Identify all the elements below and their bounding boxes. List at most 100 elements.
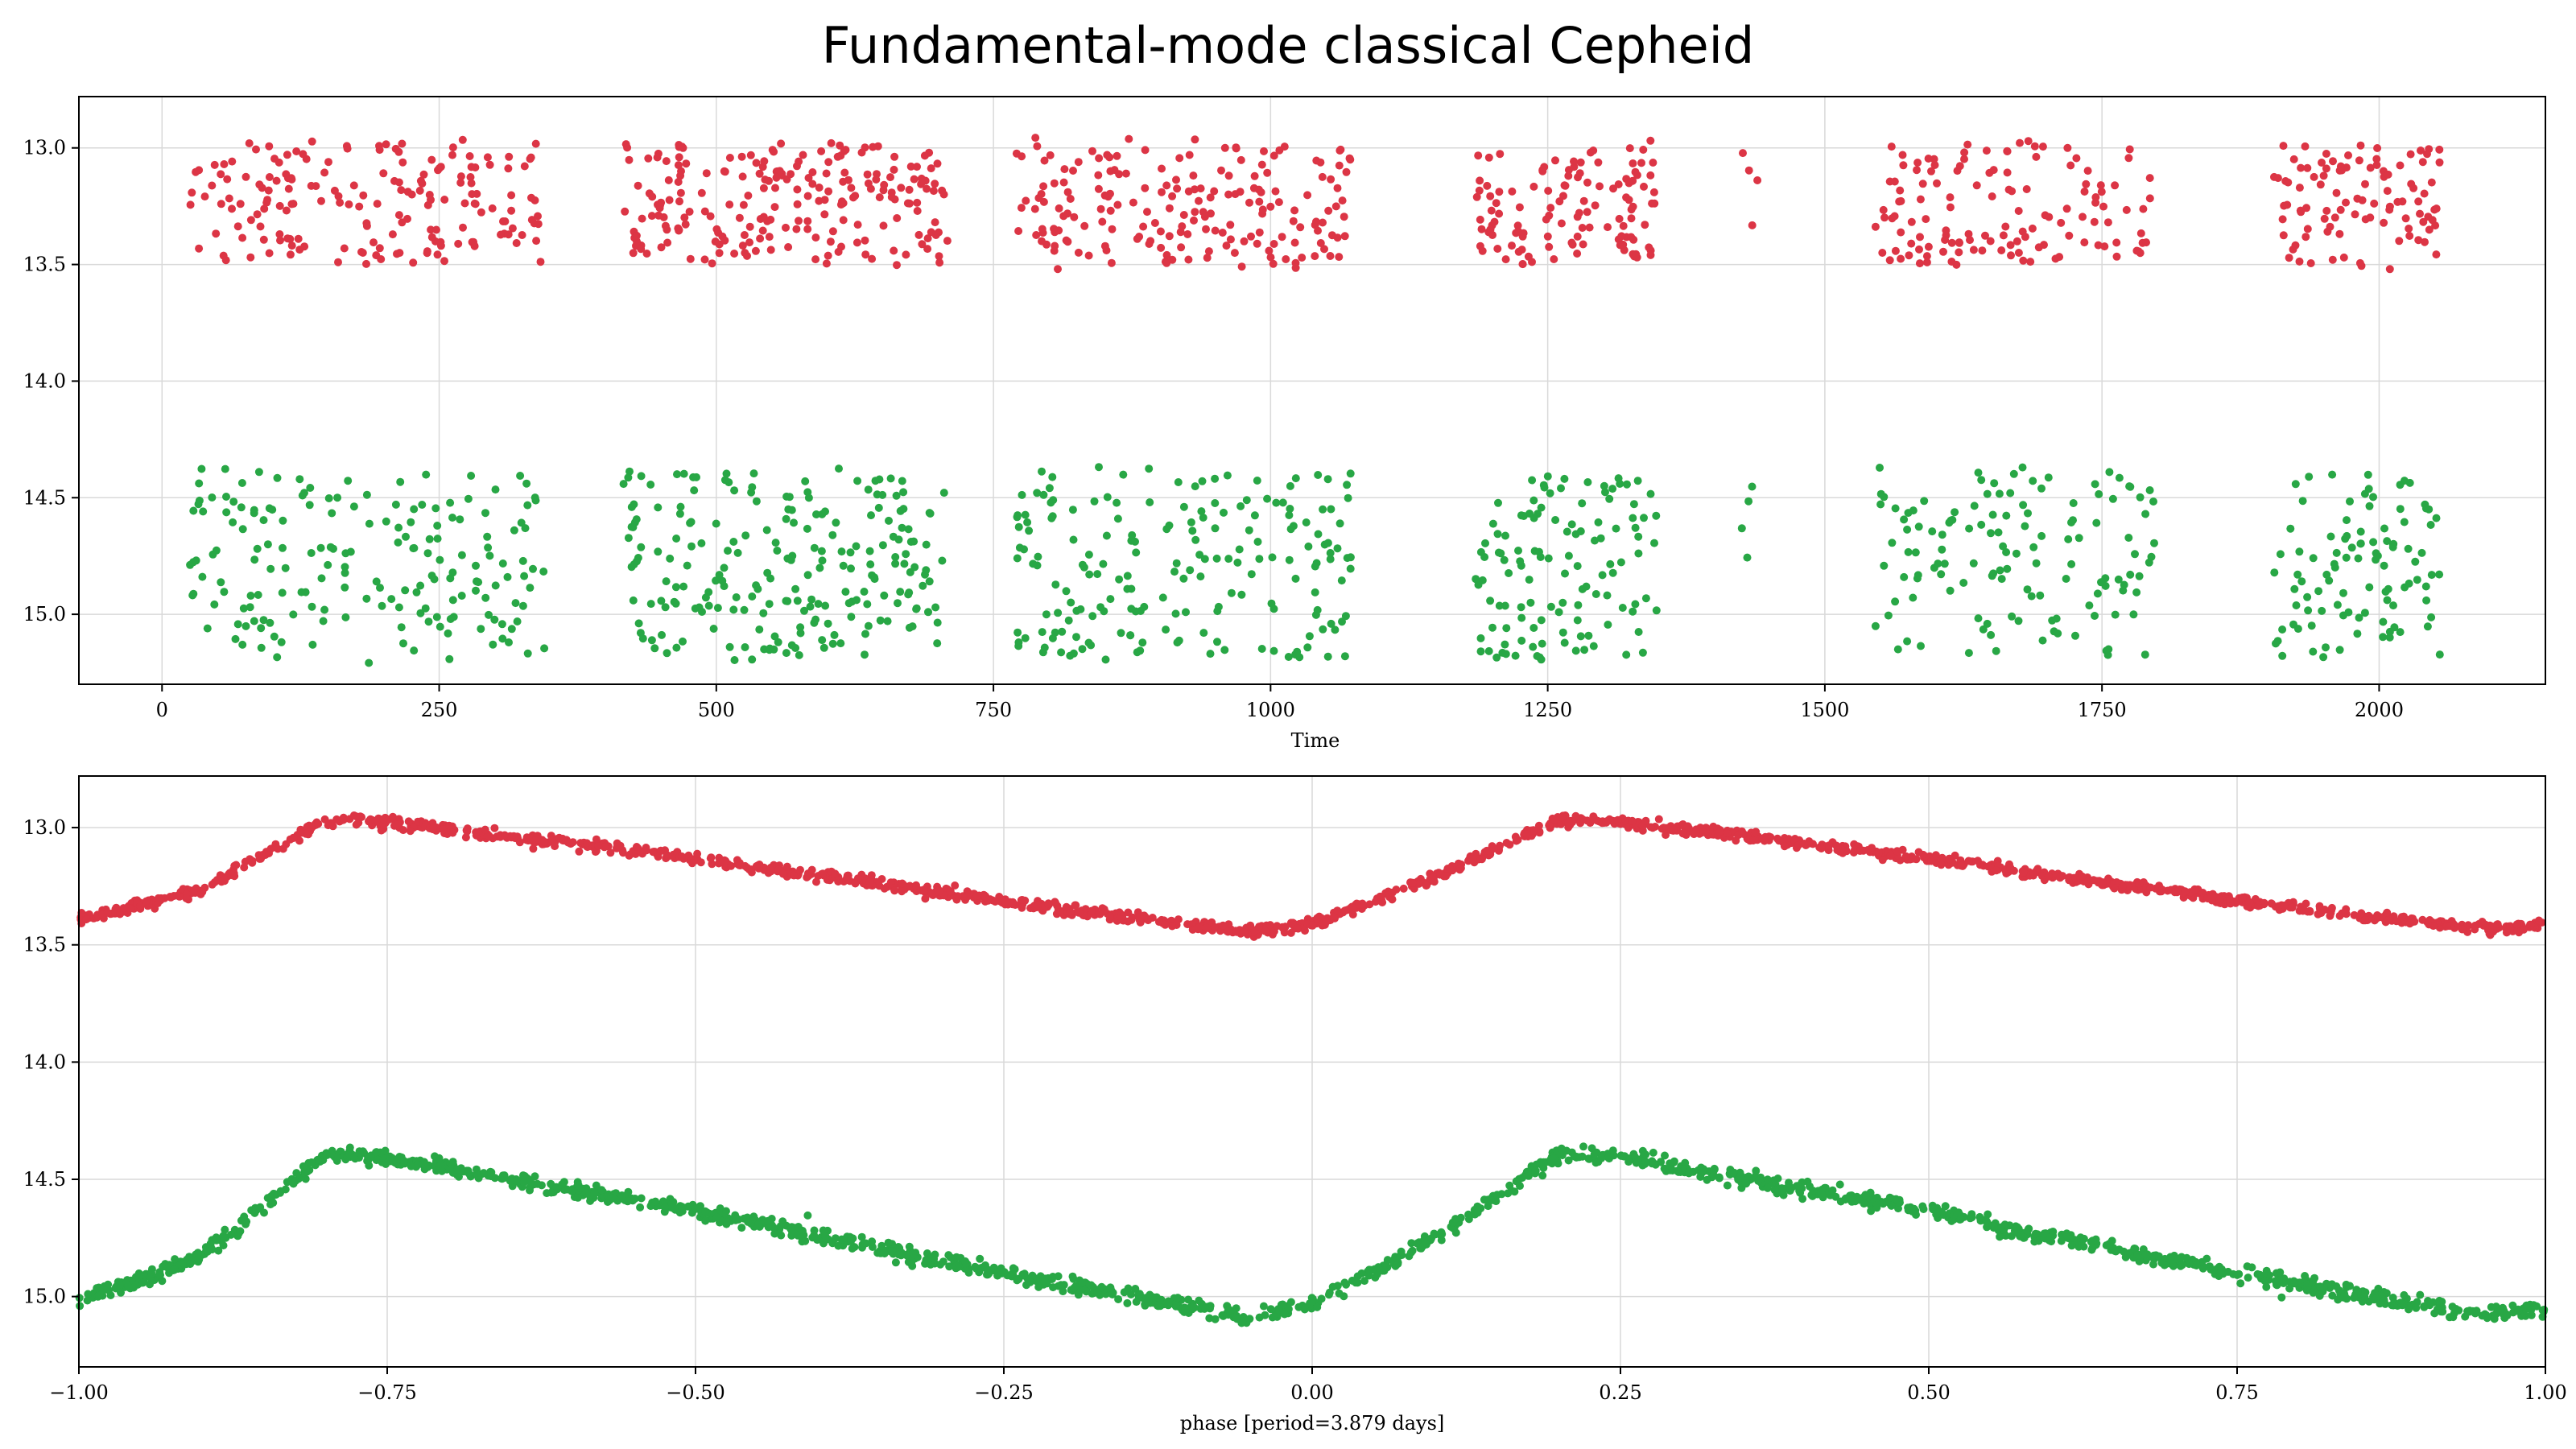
- phase-point: [1259, 1302, 1268, 1311]
- time-point: [648, 192, 657, 201]
- phase-point: [2301, 1272, 2310, 1280]
- time-point: [715, 571, 724, 580]
- time-point: [1267, 599, 1276, 608]
- time-point: [890, 165, 898, 174]
- time-point: [433, 535, 442, 543]
- phase-point: [953, 892, 962, 901]
- time-point: [2404, 544, 2413, 553]
- time-point: [686, 254, 695, 263]
- time-point: [1162, 625, 1170, 634]
- phase-point: [1763, 1183, 1772, 1192]
- phase-point: [1062, 902, 1071, 911]
- time-y-tick-label: 14.0: [23, 369, 66, 392]
- phase-point: [1161, 920, 1170, 929]
- time-point: [2295, 184, 2304, 192]
- time-point: [2290, 584, 2299, 593]
- phase-point: [1219, 921, 1228, 930]
- time-series-0: [186, 134, 2444, 274]
- phase-point: [1261, 927, 1270, 935]
- phase-point: [617, 1191, 626, 1199]
- phase-point: [696, 858, 705, 867]
- phase-point: [1049, 1283, 1058, 1292]
- time-point: [747, 488, 756, 497]
- time-point: [1974, 469, 1983, 477]
- time-point: [208, 550, 217, 559]
- time-point: [1614, 180, 1623, 188]
- time-point: [1983, 489, 1992, 498]
- time-point: [2278, 215, 2287, 224]
- time-point: [245, 139, 254, 147]
- time-point: [665, 196, 674, 204]
- time-point: [1897, 254, 1905, 263]
- phase-point: [770, 1229, 779, 1238]
- phase-point: [609, 1194, 617, 1203]
- phase-point: [2029, 871, 2037, 880]
- time-point: [326, 543, 335, 551]
- time-point: [485, 551, 494, 560]
- time-point: [889, 532, 898, 541]
- time-point: [1492, 653, 1501, 662]
- time-point: [2395, 237, 2404, 246]
- time-point: [1068, 506, 1077, 514]
- time-point: [491, 485, 500, 494]
- time-point: [189, 506, 198, 515]
- phase-point: [1211, 1315, 1220, 1323]
- time-point: [1903, 637, 1912, 646]
- time-point: [1978, 246, 1987, 255]
- time-point: [1188, 526, 1197, 535]
- phase-point: [248, 857, 257, 865]
- time-point: [1930, 155, 1938, 163]
- time-point: [1561, 181, 1570, 190]
- phase-point: [182, 894, 191, 902]
- time-point: [1072, 633, 1080, 642]
- time-point: [1900, 515, 1909, 524]
- time-point: [1930, 161, 1939, 169]
- time-point: [913, 207, 922, 215]
- phase-point: [1106, 912, 1114, 921]
- time-point: [1186, 566, 1195, 575]
- time-point: [1253, 477, 1261, 485]
- time-point: [1879, 205, 1888, 214]
- phase-point: [880, 884, 889, 893]
- time-point: [481, 509, 489, 518]
- phase-point: [1408, 878, 1417, 887]
- time-point: [238, 640, 247, 649]
- time-point: [1737, 524, 1746, 533]
- time-point: [679, 469, 688, 478]
- time-point: [1206, 193, 1215, 202]
- time-point: [642, 250, 651, 258]
- time-point: [1344, 493, 1352, 502]
- time-point: [1558, 598, 1567, 607]
- time-point: [2279, 142, 2288, 151]
- time-point: [624, 473, 633, 482]
- phase-point: [1579, 1142, 1587, 1151]
- time-point: [1204, 247, 1213, 256]
- time-point: [1591, 536, 1599, 545]
- time-point: [1046, 151, 1055, 159]
- time-point: [2114, 575, 2123, 584]
- time-point: [416, 609, 425, 617]
- time-point: [1189, 171, 1198, 180]
- time-point: [689, 473, 698, 481]
- phase-point: [2178, 1253, 2186, 1261]
- time-point: [265, 173, 274, 181]
- time-point: [246, 216, 255, 225]
- time-point: [283, 234, 292, 243]
- phase-point: [777, 1231, 786, 1240]
- time-point: [819, 643, 828, 652]
- phase-point: [1246, 921, 1255, 930]
- time-point: [2370, 199, 2379, 208]
- time-point: [2062, 575, 2070, 583]
- time-point: [1341, 612, 1350, 621]
- phase-point: [2262, 1266, 2271, 1275]
- time-point: [223, 175, 232, 184]
- time-point: [771, 539, 780, 547]
- time-point: [2112, 238, 2121, 247]
- time-point: [896, 588, 905, 597]
- time-point: [2353, 194, 2362, 203]
- time-point: [1476, 176, 1484, 185]
- time-point: [2045, 213, 2054, 221]
- time-point: [1631, 600, 1640, 609]
- time-point: [1224, 190, 1233, 199]
- time-point: [1255, 555, 1264, 564]
